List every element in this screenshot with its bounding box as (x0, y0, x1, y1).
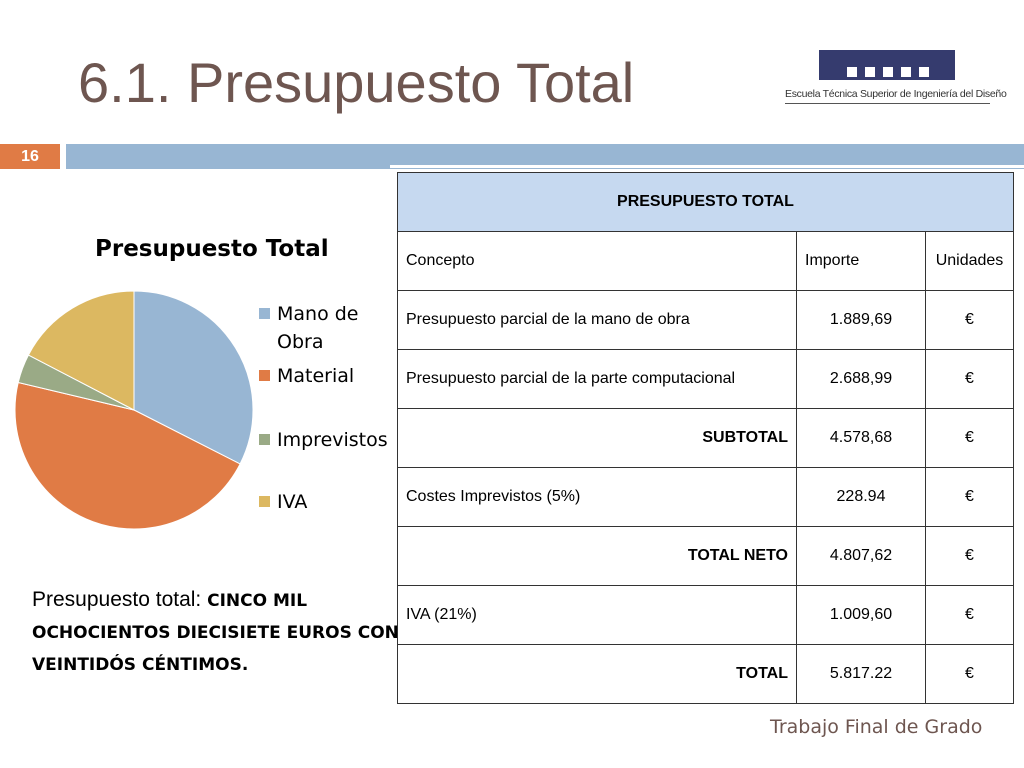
table-top-margin (390, 165, 1024, 168)
header-accent-bar (66, 144, 1024, 169)
cell-unidades: € (925, 408, 1014, 468)
pie-chart (14, 290, 254, 530)
slide-number: 16 (0, 144, 60, 169)
table-row: SUBTOTAL 4.578,68 € (397, 408, 1014, 468)
cell-concepto: IVA (21%) (397, 585, 797, 645)
table-title: PRESUPUESTO TOTAL (397, 172, 1014, 232)
budget-summary: Presupuesto total: CINCO MIL OCHOCIENTOS… (32, 584, 402, 681)
table-row: Costes Imprevistos (5%) 228.94 € (397, 467, 1014, 527)
logo-emblem (819, 50, 955, 80)
cell-concepto: TOTAL (397, 644, 797, 704)
cell-unidades: € (925, 644, 1014, 704)
header-importe: Importe (796, 231, 926, 291)
cell-concepto: TOTAL NETO (397, 526, 797, 586)
cell-importe: 228.94 (796, 467, 926, 527)
chart-title: Presupuesto Total (95, 236, 329, 262)
table-row: TOTAL NETO 4.807,62 € (397, 526, 1014, 586)
cell-concepto: Presupuesto parcial de la mano de obra (397, 290, 797, 350)
cell-importe: 1.009,60 (796, 585, 926, 645)
legend-swatch (259, 308, 270, 319)
slide-title: 6.1. Presupuesto Total (78, 51, 635, 114)
legend-label: IVA (277, 491, 308, 513)
school-logo: Escuela Técnica Superior de Ingeniería d… (785, 50, 1007, 110)
cell-concepto: Presupuesto parcial de la parte computac… (397, 349, 797, 409)
cell-unidades: € (925, 290, 1014, 350)
legend-swatch (259, 370, 270, 381)
legend-label: Imprevistos (277, 429, 388, 451)
logo-underline (785, 103, 990, 104)
summary-amount-text: CINCO MIL OCHOCIENTOS DIECISIETE EUROS C… (32, 591, 399, 675)
legend-swatch (259, 434, 270, 445)
budget-table: PRESUPUESTO TOTAL Concepto Importe Unida… (397, 172, 1014, 704)
cell-importe: 5.817.22 (796, 644, 926, 704)
legend-label: Mano de Obra (277, 303, 359, 353)
header-unidades: Unidades (925, 231, 1014, 291)
cell-unidades: € (925, 349, 1014, 409)
logo-text: Escuela Técnica Superior de Ingeniería d… (785, 88, 1007, 100)
summary-lead: Presupuesto total: (32, 588, 208, 611)
cell-importe: 4.807,62 (796, 526, 926, 586)
cell-importe: 2.688,99 (796, 349, 926, 409)
legend-label: Material (277, 365, 355, 387)
table-row: Presupuesto parcial de la mano de obra 1.… (397, 290, 1014, 350)
legend-swatch (259, 496, 270, 507)
pie-slice-iva (27, 290, 135, 411)
table-header-row: Concepto Importe Unidades (397, 231, 1014, 291)
pie-slice-material (14, 381, 241, 530)
pie-slice-mano-de-obra (133, 290, 254, 465)
table-row: Presupuesto parcial de la parte computac… (397, 349, 1014, 409)
header-concepto: Concepto (397, 231, 797, 291)
cell-importe: 1.889,69 (796, 290, 926, 350)
cell-concepto: SUBTOTAL (397, 408, 797, 468)
table-row: TOTAL 5.817.22 € (397, 644, 1014, 704)
cell-unidades: € (925, 526, 1014, 586)
cell-unidades: € (925, 467, 1014, 527)
cell-importe: 4.578,68 (796, 408, 926, 468)
cell-unidades: € (925, 585, 1014, 645)
cell-concepto: Costes Imprevistos (5%) (397, 467, 797, 527)
table-row: IVA (21%) 1.009,60 € (397, 585, 1014, 645)
footer-text: Trabajo Final de Grado (770, 716, 983, 738)
table-title-row: PRESUPUESTO TOTAL (397, 172, 1014, 232)
